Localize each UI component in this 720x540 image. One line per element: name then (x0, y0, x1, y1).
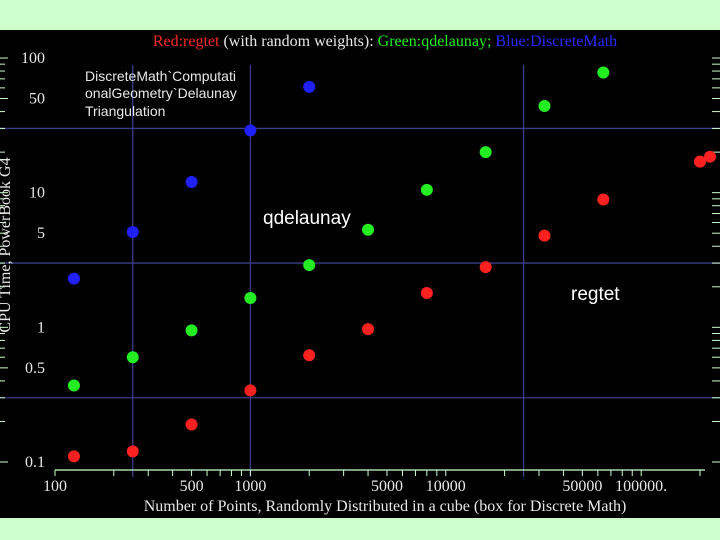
chart-title: Red:regtet (with random weights): Green:… (153, 33, 617, 50)
x-tick-label: 100000. (615, 478, 667, 495)
annotation-label: qdelaunay (263, 208, 351, 229)
data-point-qdelaunay (303, 259, 316, 272)
plot-area: Red:regtet (with random weights): Green:… (0, 30, 720, 518)
y-tick-label: 5 (37, 225, 45, 242)
annotation-label: onalGeometry`Delaunay (85, 85, 237, 101)
data-point-regtet (420, 286, 433, 299)
x-tick-label: 10000 (426, 478, 466, 495)
data-point-DiscreteMath (126, 226, 139, 239)
x-axis-label: Number of Points, Randomly Distributed i… (144, 498, 627, 515)
data-point-regtet (479, 261, 492, 274)
data-point-qdelaunay (538, 100, 551, 113)
title-part: (with random weights): (219, 33, 377, 50)
chart-svg: Red:regtet (with random weights): Green:… (0, 33, 720, 515)
title-part: Green:qdelaunay; (378, 33, 492, 50)
data-point-regtet (538, 229, 551, 242)
x-tick-label: 50000 (562, 478, 602, 495)
frame-layer (0, 57, 720, 476)
annotation-label: regtet (571, 284, 620, 305)
data-point-DiscreteMath (67, 272, 80, 285)
y-tick-label: 50 (29, 91, 45, 108)
text-layer: Red:regtet (with random weights): Green:… (0, 33, 667, 515)
y-tick-label: 0.1 (25, 454, 45, 471)
x-tick-label: 1000 (234, 478, 266, 495)
data-point-regtet (185, 418, 198, 431)
data-point-regtet (244, 384, 257, 397)
data-point-qdelaunay (126, 351, 139, 364)
data-point-regtet (703, 150, 716, 163)
data-point-DiscreteMath (303, 80, 316, 93)
data-point-qdelaunay (597, 66, 610, 79)
data-point-qdelaunay (185, 324, 198, 337)
annotation-label: DiscreteMath`Computati (85, 68, 236, 84)
data-point-regtet (597, 193, 610, 206)
y-tick-label: 10 (29, 185, 45, 202)
x-tick-label: 100 (43, 478, 67, 495)
y-tick-label: 1 (37, 319, 45, 336)
data-point-DiscreteMath (185, 176, 198, 189)
data-point-qdelaunay (479, 146, 492, 159)
data-point-regtet (694, 155, 706, 168)
y-tick-label: 100 (21, 50, 45, 67)
y-axis-label: CPU Time, PowerBook G4 (0, 157, 14, 332)
y-tick-label: 0.5 (25, 360, 45, 377)
data-point-qdelaunay (67, 379, 80, 392)
data-point-qdelaunay (362, 223, 375, 236)
point-layer (67, 66, 716, 463)
data-point-qdelaunay (244, 292, 257, 305)
data-point-regtet (362, 323, 375, 336)
x-tick-label: 500 (180, 478, 204, 495)
data-point-regtet (303, 349, 316, 362)
grid-layer (0, 65, 720, 477)
x-tick-label: 5000 (371, 478, 403, 495)
title-part: Red:regtet (153, 33, 220, 50)
title-part: Blue:DiscreteMath (491, 33, 617, 50)
data-point-qdelaunay (420, 183, 433, 196)
data-point-DiscreteMath (244, 124, 257, 137)
data-point-regtet (126, 445, 139, 458)
annotation-label: Triangulation (85, 103, 165, 119)
data-point-regtet (67, 450, 80, 463)
